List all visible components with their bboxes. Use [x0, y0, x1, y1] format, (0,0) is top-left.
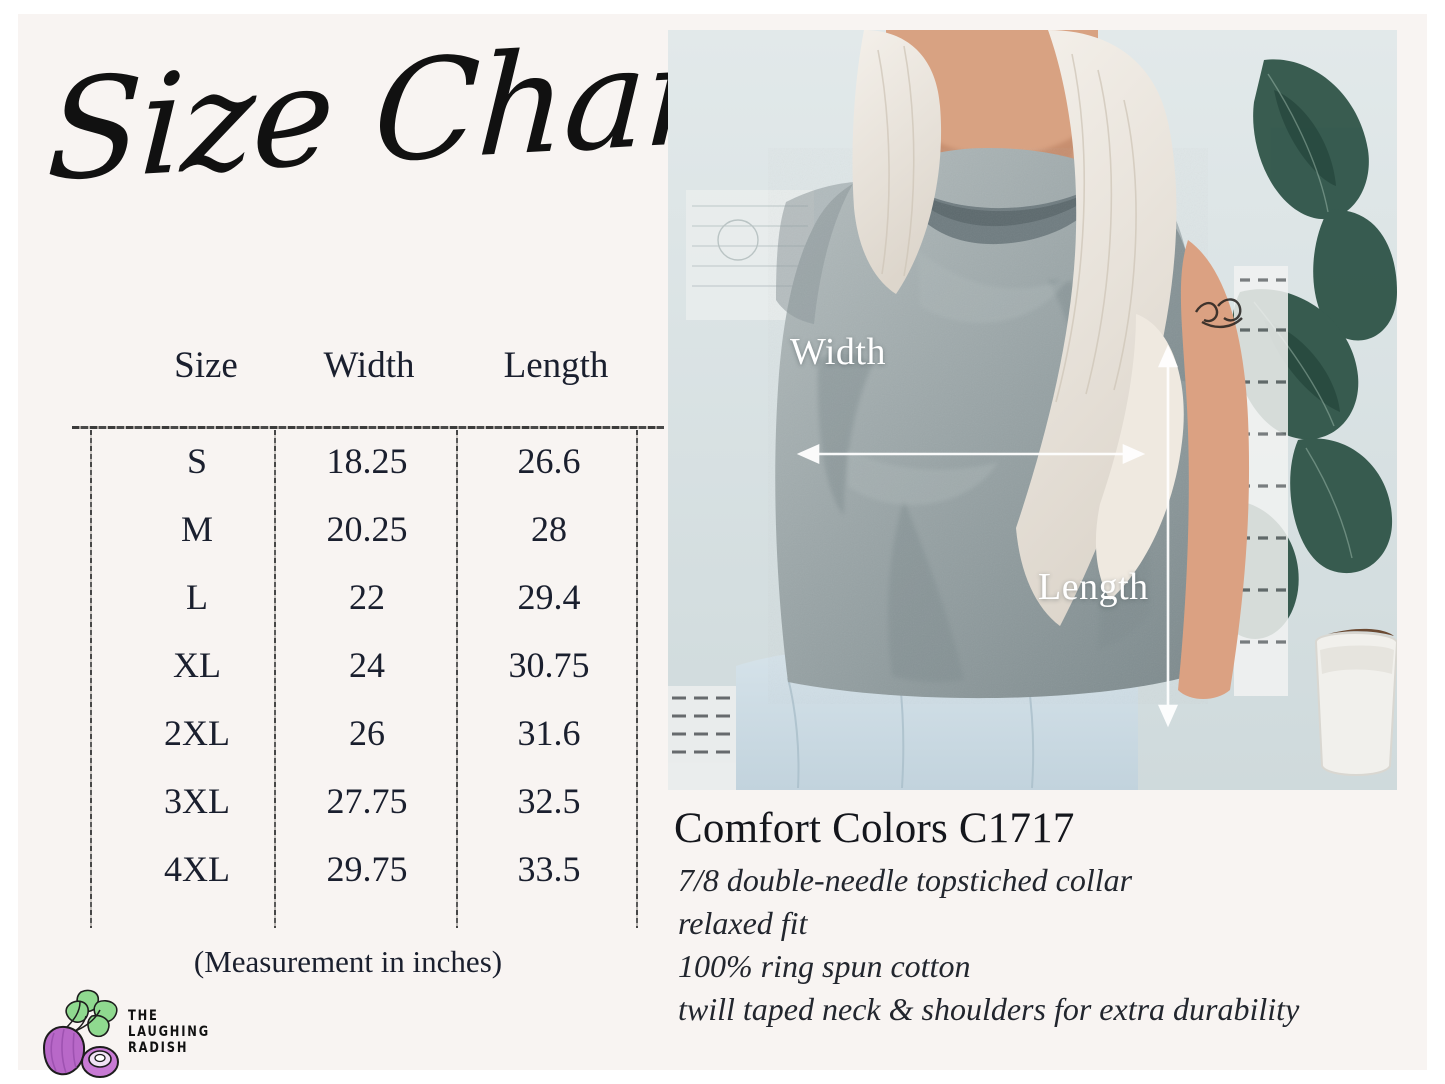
brand-name: THE LAUGHING RADISH: [128, 1008, 210, 1056]
column-header-width: Width: [323, 345, 415, 386]
cell-length: 33.5: [517, 849, 581, 889]
left-panel: Size Chart Size Width Length S 18.25 2: [18, 11, 766, 1078]
product-photo-image: [668, 30, 1397, 790]
size-table: Size Width Length S 18.25 26.6: [48, 344, 664, 928]
cell-length: 29.4: [517, 577, 581, 617]
cell-size: XL: [173, 645, 221, 685]
column-header-length: Length: [503, 345, 609, 386]
cell-length: 28: [531, 509, 567, 549]
cell-width: 24: [349, 645, 385, 685]
brand-line-2: LAUGHING: [128, 1024, 210, 1040]
table-divider-width: [456, 430, 458, 928]
radish-icon: [42, 989, 119, 1078]
cell-width: 26: [349, 713, 385, 753]
page-title: Size Chart: [43, 10, 766, 213]
cell-size: 3XL: [164, 781, 230, 821]
table-row: 3XL 27.75 32.5: [48, 780, 648, 848]
table-row: S 18.25 26.6: [48, 440, 648, 508]
cell-length: 32.5: [517, 781, 581, 821]
cell-length: 30.75: [508, 645, 590, 685]
photo-label-width: Width: [790, 331, 886, 373]
product-features: 7/8 double-needle topstiched collar rela…: [678, 859, 1423, 1031]
brand-logo: THE LAUGHING RADISH: [40, 986, 208, 1078]
photo-label-length: Length: [1038, 566, 1149, 608]
right-panel: Width Length Comfort Colors C1717 7/8 do…: [668, 14, 1427, 1070]
feature-line: relaxed fit: [678, 905, 808, 941]
feature-line: 100% ring spun cotton: [678, 948, 971, 984]
cell-width: 27.75: [326, 781, 408, 821]
table-row: 2XL 26 31.6: [48, 712, 648, 780]
feature-line: twill taped neck & shoulders for extra d…: [678, 991, 1300, 1027]
cell-width: 22: [349, 577, 385, 617]
product-title: Comfort Colors C1717: [674, 805, 1075, 852]
cell-size: L: [186, 577, 208, 617]
feature-line: 7/8 double-needle topstiched collar: [678, 862, 1133, 898]
table-header-rule: [72, 426, 664, 429]
table-divider-size: [274, 430, 276, 928]
product-photo: Width Length: [668, 30, 1397, 790]
cell-length: 26.6: [517, 441, 581, 481]
cell-size: M: [180, 509, 213, 549]
table-row: XL 24 30.75: [48, 644, 648, 712]
cell-length: 31.6: [517, 713, 581, 753]
cell-width: 29.75: [326, 849, 408, 889]
cell-width: 20.25: [326, 509, 408, 549]
table-header-row: Size Width Length: [48, 344, 648, 406]
brand-line-3: RADISH: [128, 1040, 189, 1056]
measurement-note: (Measurement in inches): [193, 944, 503, 979]
cell-width: 18.25: [326, 441, 408, 481]
table-body: S 18.25 26.6 M 20.25 28 L 22 29.4: [48, 440, 648, 916]
table-row: L 22 29.4: [48, 576, 648, 644]
column-header-size: Size: [174, 345, 238, 386]
table-row: M 20.25 28: [48, 508, 648, 576]
brand-line-1: THE: [128, 1008, 159, 1024]
cell-size: S: [186, 441, 208, 481]
chart-canvas: Size Chart Size Width Length S 18.25 2: [18, 11, 1427, 1078]
cell-size: 2XL: [164, 713, 230, 753]
table-divider-left: [90, 430, 92, 928]
table-divider-right: [636, 430, 638, 928]
cell-size: 4XL: [164, 849, 230, 889]
table-row: 4XL 29.75 33.5: [48, 848, 648, 916]
